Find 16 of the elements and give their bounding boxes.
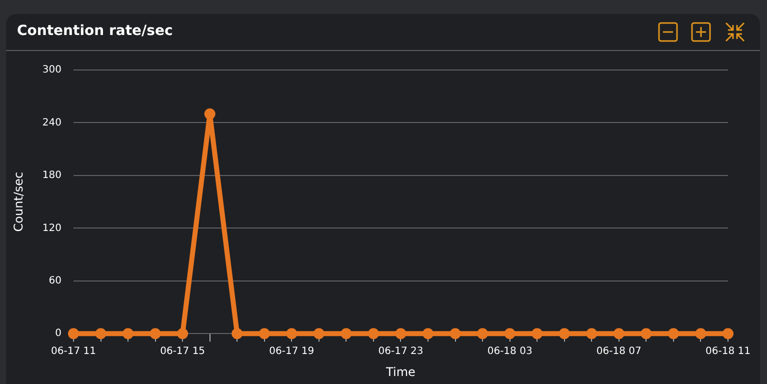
x-tick-label: 06-17 23: [378, 346, 424, 358]
x-tick-label: 06-18 11: [706, 346, 750, 358]
chart-title: Contention rate/sec: [17, 23, 173, 39]
x-tick-label: 06-18 03: [487, 346, 532, 358]
y-tick-label: 240: [42, 117, 62, 128]
y-axis-title: Count/sec: [11, 172, 26, 232]
y-tick-label: 0: [55, 328, 62, 340]
x-tick-label: 06-17 11: [51, 346, 96, 358]
y-tick-label: 120: [42, 222, 62, 234]
y-tick-label: 300: [42, 64, 62, 76]
x-tick-label: 06-18 07: [596, 346, 642, 358]
x-axis-title: Time: [385, 364, 416, 379]
y-tick-label: 180: [42, 170, 62, 182]
x-tick-label: 06-17 19: [269, 346, 314, 358]
y-tick-label: 60: [48, 275, 62, 286]
x-tick-label: 06-17 15: [160, 346, 206, 358]
